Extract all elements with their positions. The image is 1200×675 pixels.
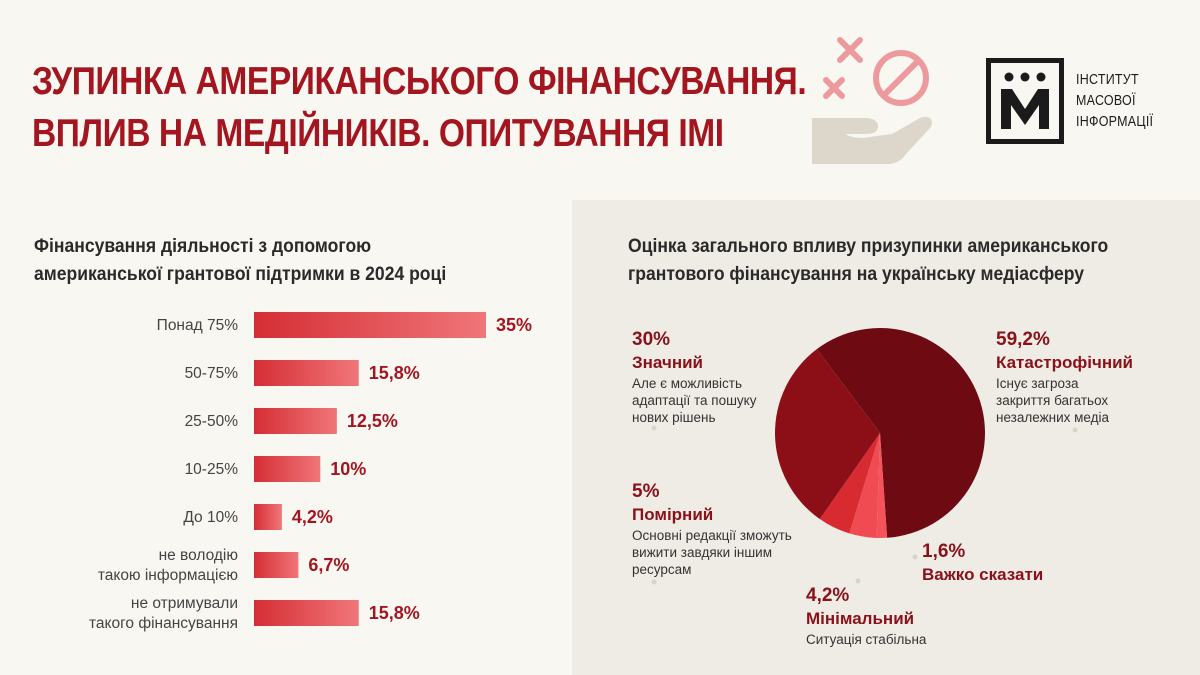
pie-desc-label-4-0: Але є можливість [632,376,742,391]
pie-slice-3 [819,433,880,534]
title-line-1: ЗУПИНКА АМЕРИКАНСЬКОГО ФІНАНСУВАННЯ. [32,60,807,103]
bar-value-label-6: 15,8% [369,603,420,623]
bar-category-label-5-1: такою інформацією [98,567,238,584]
pie-desc-label-0-2: незалежних медіа [996,410,1109,425]
bar-value-label-3: 10% [330,459,366,479]
pie-desc-label-2-0: Ситуація стабільна [806,632,927,647]
pie-pct-label-3: 5% [632,481,660,502]
bar-5 [254,552,299,578]
pie-name-label-1: Важко сказати [922,565,1043,584]
pie-desc-label-3-0: Основні редакції зможуть [632,528,792,543]
impact-pie-chart: 59,2% Катастрофічний Існує загроза закриття… [632,328,1133,647]
logo-line-3: ІНФОРМАЦІЇ [1076,114,1154,130]
pie-pct-label-2: 4,2% [806,585,849,606]
bar-1 [254,360,359,386]
pie-desc-label-4-1: адаптації та пошуку [632,393,757,408]
bar-0 [254,312,486,338]
bar-value-label-2: 12,5% [347,411,398,431]
bar-category-label-6-1: такого фінансування [89,615,238,632]
imi-logo: ІНСТИТУТ МАСОВОЇ ІНФОРМАЦІЇ [986,58,1166,148]
pie-slice-0 [816,328,985,538]
pie-desc-label-4-2: нових рішень [632,410,716,425]
logo-text: ІНСТИТУТ МАСОВОЇ ІНФОРМАЦІЇ [1076,70,1153,133]
pie-label-dot-4 [651,425,657,431]
pie-chart-title: Оцінка загального впливу призупинки амер… [628,232,1114,288]
pie-desc-label-0-0: Існує загроза [996,376,1079,391]
bar-category-label-6-0: не отримували [131,595,238,612]
logo-line-2: МАСОВОЇ [1076,93,1136,109]
bar-category-label-2-0: 25-50% [185,413,239,430]
pie-desc-label-0-1: закриття багатьох [996,393,1108,408]
bar-chart-title: Фінансування діяльності з допомогою амер… [34,232,457,288]
pie-name-label-2: Мінімальний [806,609,914,628]
bar-value-label-1: 15,8% [369,363,420,383]
pie-pct-label-1: 1,6% [922,541,965,562]
bar-4 [254,504,282,530]
bar-6 [254,600,359,626]
bar-chart-title-line-2: американської грантової підтримки в 2024… [34,263,447,285]
bar-category-label-0-0: Понад 75% [157,317,239,334]
pie-pct-label-4: 30% [632,329,670,350]
title-line-2: ВПЛИВ НА МЕДІЙНИКІВ. ОПИТУВАННЯ ІМІ [32,112,724,155]
pie-name-label-0: Катастрофічний [996,353,1133,372]
logo-glyph [1001,72,1049,129]
bar-category-label-5-0: не володію [159,547,238,564]
pie-slice-2 [849,433,880,538]
pie-name-label-3: Помірний [632,505,713,524]
bar-value-label-4: 4,2% [292,507,333,527]
pie-label-dot-0 [1072,427,1078,433]
funding-bar-chart: 35% Понад 75% 15,8% 50-75% 12,5% 25-50% 10% 10-… [89,312,532,632]
bar-2 [254,408,337,434]
pie-slice-4 [775,349,880,520]
pie-desc-label-3-1: вижити завдяки іншим [632,545,772,560]
bar-category-label-4-0: До 10% [183,509,238,526]
pie-label-dot-3 [651,579,657,585]
pie-chart-title-line-2: грантового фінансування на українську ме… [628,263,1084,285]
bar-chart-title-line-1: Фінансування діяльності з допомогою [34,235,372,257]
pie-label-dot-1 [912,554,918,560]
bar-category-label-3-0: 10-25% [185,461,239,478]
pie-label-dot-2 [855,578,861,584]
pie-chart-title-line-1: Оцінка загального впливу призупинки амер… [628,235,1109,257]
bar-3 [254,456,321,482]
bar-value-label-0: 35% [496,315,532,335]
pie-slice-1 [876,433,888,538]
bar-value-label-5: 6,7% [308,555,349,575]
logo-mark [986,58,1064,144]
pie-desc-label-3-2: ресурсам [632,562,691,577]
logo-line-1: ІНСТИТУТ [1076,72,1139,88]
bar-category-label-1-0: 50-75% [185,365,239,382]
pie-pct-label-0: 59,2% [996,329,1050,350]
hand-with-crosses-and-prohibition-icon [812,37,933,164]
pie-name-label-4: Значний [632,353,703,372]
page-title: ЗУПИНКА АМЕРИКАНСЬКОГО ФІНАНСУВАННЯ. ВПЛ… [32,56,807,160]
